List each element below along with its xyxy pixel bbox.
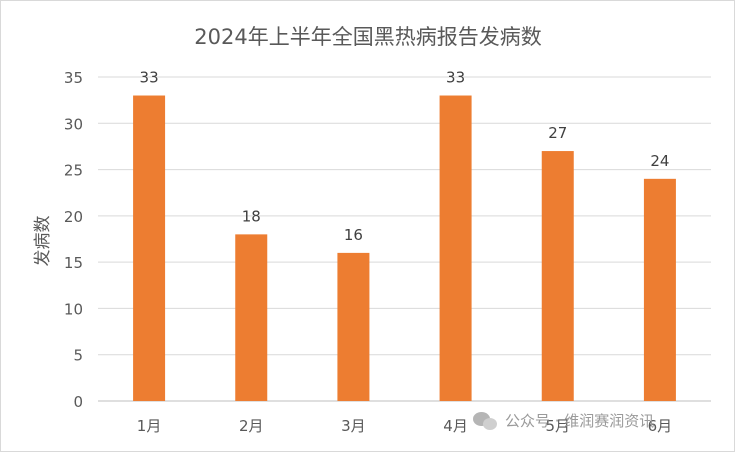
bars bbox=[133, 95, 676, 401]
x-tick-label: 1月 bbox=[137, 417, 162, 435]
x-tick-label: 6月 bbox=[648, 417, 673, 435]
watermark: 公众号 · 维润赛润资讯 bbox=[473, 410, 654, 431]
bar bbox=[643, 178, 676, 401]
x-tick-label: 4月 bbox=[443, 417, 468, 435]
bar bbox=[439, 95, 472, 401]
y-tick-label: 35 bbox=[64, 69, 83, 87]
bar bbox=[235, 234, 268, 401]
y-tick-label: 0 bbox=[73, 393, 83, 411]
bar bbox=[133, 95, 166, 401]
chart-title: 2024年上半年全国黑热病报告发病数 bbox=[194, 25, 541, 49]
y-tick-labels: 0 5 10 15 20 25 30 35 bbox=[64, 69, 83, 411]
data-label: 27 bbox=[548, 124, 567, 142]
wechat-icon bbox=[473, 411, 499, 431]
y-tick-label: 10 bbox=[64, 300, 83, 318]
y-tick-label: 25 bbox=[64, 162, 83, 180]
bar bbox=[541, 151, 574, 401]
data-labels: 33 18 16 33 27 24 bbox=[140, 69, 670, 244]
y-tick-label: 5 bbox=[73, 347, 83, 365]
y-tick-label: 30 bbox=[64, 115, 83, 133]
data-label: 24 bbox=[650, 152, 669, 170]
watermark-text: 公众号 · 维润赛润资讯 bbox=[505, 412, 655, 430]
x-tick-label: 5月 bbox=[545, 417, 570, 435]
y-axis-label: 发病数 bbox=[33, 216, 53, 267]
data-label: 33 bbox=[140, 69, 159, 87]
x-tick-label: 3月 bbox=[341, 417, 366, 435]
gridlines bbox=[98, 76, 711, 402]
x-tick-labels: 1月 2月 3月 4月 5月 6月 bbox=[137, 417, 672, 435]
data-label: 16 bbox=[344, 226, 363, 244]
data-label: 18 bbox=[242, 207, 261, 225]
data-label: 33 bbox=[446, 69, 465, 87]
y-tick-label: 15 bbox=[64, 254, 83, 272]
y-tick-label: 20 bbox=[64, 208, 83, 226]
x-tick-label: 2月 bbox=[239, 417, 264, 435]
bar bbox=[337, 252, 370, 401]
